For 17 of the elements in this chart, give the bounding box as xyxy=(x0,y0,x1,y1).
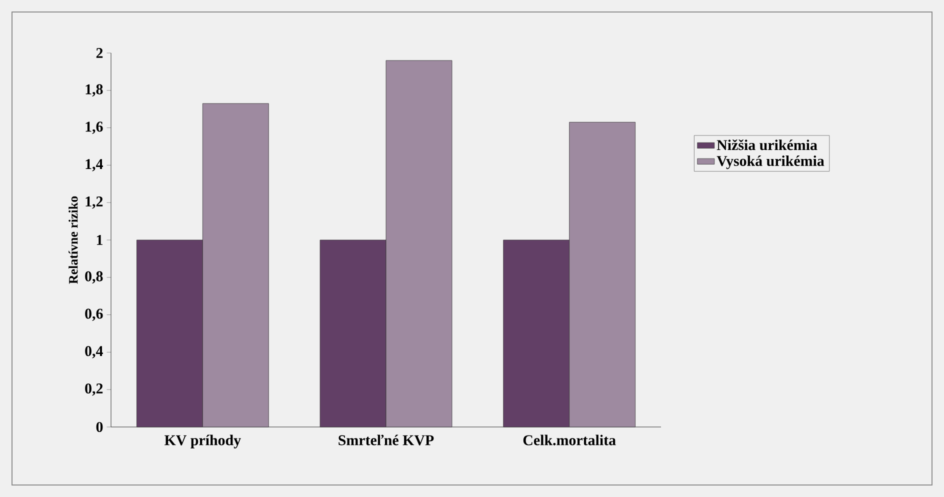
y-tick-label: 1 xyxy=(96,235,102,245)
y-tick-label: 1,6 xyxy=(86,122,103,134)
y-axis-title: Relatívne riziko xyxy=(68,196,78,284)
y-tick-label: 0,2 xyxy=(85,383,103,396)
y-tick-label: 1,8 xyxy=(86,84,103,97)
y-tick-label: 1,4 xyxy=(86,159,103,172)
y-tick-label: 0,8 xyxy=(85,271,103,284)
y-tick-label: 1,2 xyxy=(86,196,103,209)
y-tick-label: 2 xyxy=(96,48,103,58)
x-tick-label: Celk.mortalita xyxy=(523,434,616,446)
legend-label: Vysoká urikémia xyxy=(716,155,824,170)
x-tick-label: Smrteľné KVP xyxy=(338,434,434,446)
y-tick-label: 0 xyxy=(96,422,103,432)
legend-label: Nižšia urikémia xyxy=(716,139,818,150)
y-tick-label: 0,4 xyxy=(85,346,103,358)
y-tick-label: 0,6 xyxy=(85,308,103,321)
x-tick-label: KV príhody xyxy=(164,434,241,448)
